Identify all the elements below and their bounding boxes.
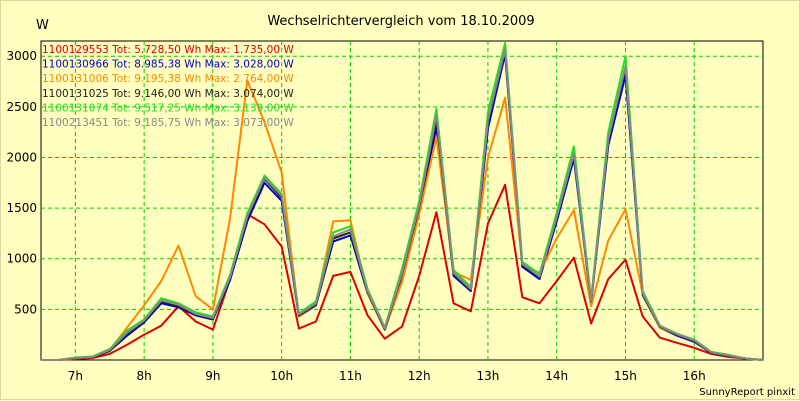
y-tick-label: 3000	[6, 49, 37, 63]
series-line-6	[41, 48, 764, 361]
x-tick-label: 13h	[477, 369, 500, 383]
y-axis-unit: W	[36, 18, 49, 33]
y-tick-label: 2500	[6, 100, 37, 114]
x-tick-label: 7h	[68, 369, 83, 383]
chart-title: Wechselrichtervergleich vom 18.10.2009	[267, 14, 534, 29]
x-tick-label: 10h	[270, 369, 293, 383]
y-tick-label: 1000	[6, 252, 37, 266]
legend-entry-4: 1100131025 Tot: 9.146,00 Wh Max: 3.074,0…	[42, 88, 294, 100]
x-tick-labels: 7h 8h 9h 10h 11h 12h 13h 14h 15h 16h	[68, 369, 706, 383]
legend-entry-5: 1100131074 Tot: 9.517,25 Wh Max: 3.139,0…	[42, 102, 294, 114]
grid-lines	[41, 41, 763, 360]
y-tick-label: 1500	[6, 201, 37, 215]
legend-entry-3: 1100131006 Tot: 9.195,38 Wh Max: 2.764,0…	[42, 73, 294, 85]
x-tick-label: 16h	[683, 369, 706, 383]
legend-entry-2: 1100130966 Tot: 8.985,38 Wh Max: 3.028,0…	[42, 59, 294, 71]
legend: 1100129553 Tot: 5.728,50 Wh Max: 1.735,0…	[42, 44, 294, 129]
x-tick-label: 12h	[408, 369, 431, 383]
y-tick-labels: 500 1000 1500 2000 2500 3000	[6, 49, 37, 316]
x-tick-label: 9h	[205, 369, 220, 383]
legend-entry-1: 1100129553 Tot: 5.728,50 Wh Max: 1.735,0…	[42, 44, 294, 56]
footer-credit: SunnyReport pinxit	[699, 387, 795, 398]
series-line-1	[41, 183, 764, 361]
plot-area	[40, 40, 764, 361]
x-tick-label: 11h	[339, 369, 362, 383]
legend-entry-6: 1100213451 Tot: 9.185,75 Wh Max: 3.073,0…	[42, 117, 294, 129]
y-tick-label: 500	[14, 302, 37, 316]
y-tick-label: 2000	[6, 150, 37, 164]
x-tick-label: 8h	[137, 369, 152, 383]
series-lines	[41, 42, 764, 361]
x-tick-label: 14h	[545, 369, 568, 383]
x-tick-label: 15h	[614, 369, 637, 383]
